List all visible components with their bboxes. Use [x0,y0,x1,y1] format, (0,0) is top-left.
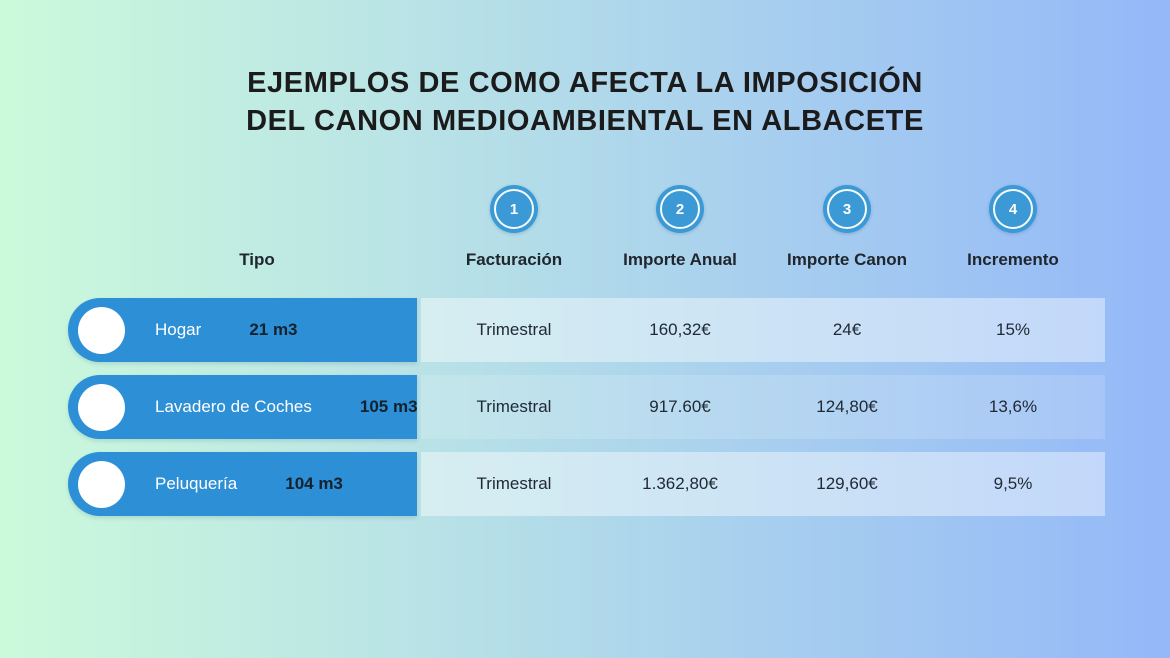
step-circle-3: 3 [823,185,871,233]
step-circle-4: 4 [989,185,1037,233]
cell-incremento: 9,5% [993,474,1033,493]
step-number: 2 [675,200,685,218]
row-volume: 105 m3 [359,397,418,416]
cell-facturacion: Trimestral [476,320,552,339]
row-type-pill: Peluquería 104 m3 [68,452,417,516]
step-circle-ring [660,189,700,229]
column-header-tipo: Tipo [239,250,275,269]
cell-incremento: 13,6% [988,397,1038,416]
step-circle-2: 2 [656,185,704,233]
column-header-importe-anual: Importe Anual [623,250,737,269]
cell-importe-canon: 124,80€ [816,397,878,416]
step-circle-ring [993,189,1033,229]
table-row-hogar: Hogar 21 m3 Trimestral 160,32€ 24€ 15% [0,298,1170,362]
row-type-label: Lavadero de Coches [155,397,312,416]
column-header-importe-canon: Importe Canon [787,250,907,269]
cell-facturacion: Trimestral [476,397,552,416]
row-band [421,375,1105,439]
cell-facturacion: Trimestral [476,474,552,493]
step-circle-ring [827,189,867,229]
cell-importe-anual: 917.60€ [649,397,711,416]
table-row-lavadero: Lavadero de Coches 105 m3 Trimestral 917… [0,375,1170,439]
row-volume: 104 m3 [285,474,343,493]
page-title-line-2: DEL CANON MEDIOAMBIENTAL EN ALBACETE [246,105,924,137]
page-title-line-1: EJEMPLOS DE COMO AFECTA LA IMPOSICIÓN [247,67,923,99]
step-circle-1: 1 [490,185,538,233]
step-number: 3 [842,200,852,218]
step-number: 4 [1008,200,1018,218]
cell-importe-canon: 24€ [832,320,862,339]
column-header-facturacion: Facturación [465,250,563,269]
cell-incremento: 15% [995,320,1031,339]
row-band [421,452,1105,516]
row-volume: 21 m3 [249,320,298,339]
cell-importe-anual: 160,32€ [649,320,711,339]
row-type-pill: Lavadero de Coches 105 m3 [68,375,418,439]
table-row-peluqueria: Peluquería 104 m3 Trimestral 1.362,80€ 1… [0,452,1170,516]
row-band [421,298,1105,362]
bullet-circle-icon [78,383,125,431]
page-title: EJEMPLOS DE COMO AFECTA LA IMPOSICIÓN DE… [0,64,1170,140]
column-header-incremento: Incremento [967,250,1059,269]
step-number: 1 [509,200,519,218]
bullet-circle-icon [78,460,125,508]
row-type-label: Hogar [155,320,202,339]
cell-importe-anual: 1.362,80€ [642,474,718,493]
bullet-circle-icon [78,306,125,354]
step-circle-ring [494,189,534,229]
row-type-label: Peluquería [155,474,238,493]
row-type-pill: Hogar 21 m3 [68,298,417,362]
cell-importe-canon: 129,60€ [816,474,878,493]
